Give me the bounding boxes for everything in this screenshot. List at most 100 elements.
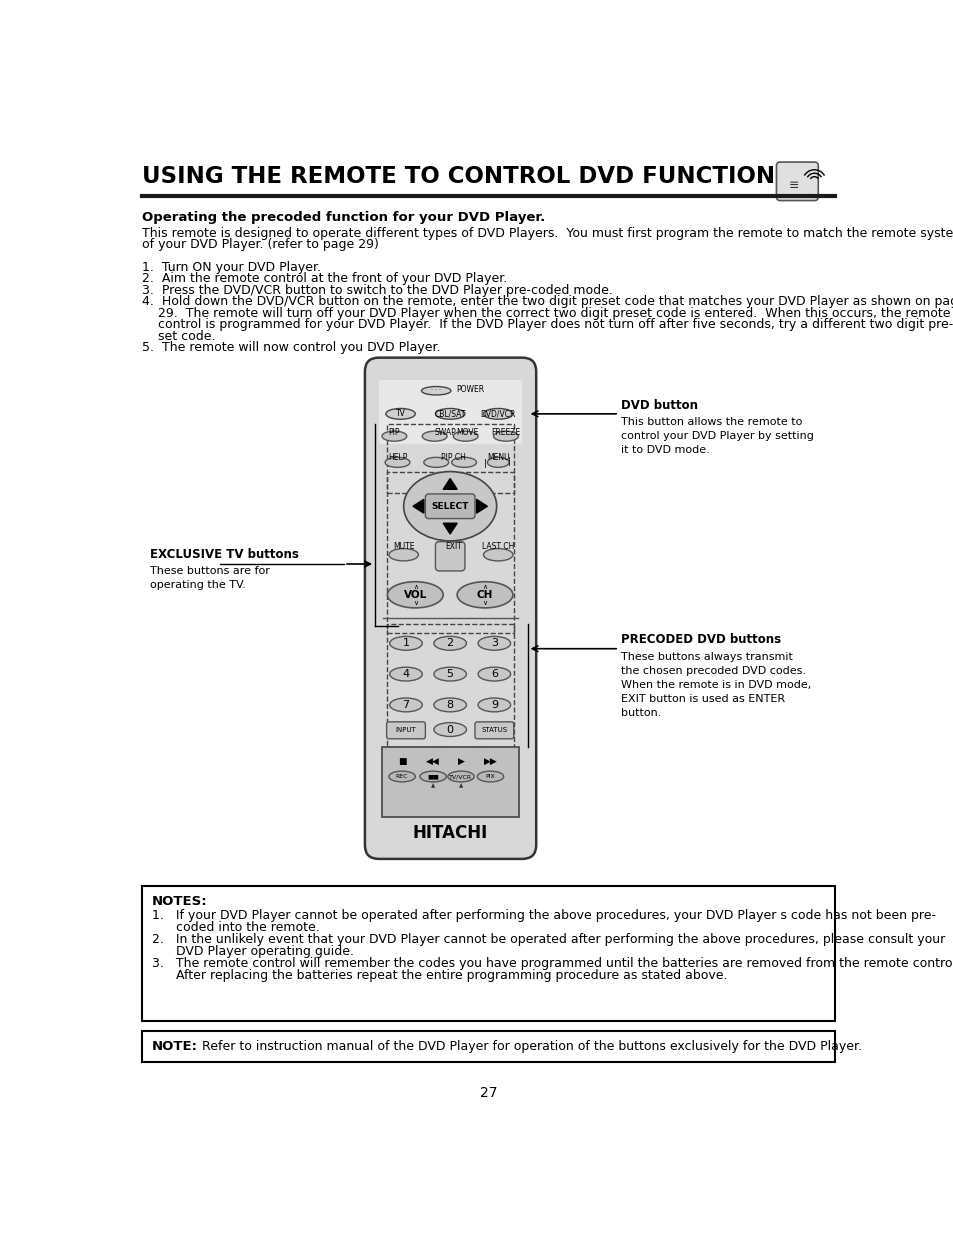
Text: 4.  Hold down the DVD/VCR button on the remote, enter the two digit preset code : 4. Hold down the DVD/VCR button on the r… — [142, 295, 953, 309]
Text: NOTES:: NOTES: — [152, 895, 207, 908]
FancyBboxPatch shape — [378, 380, 521, 443]
Text: These buttons always transmit
the chosen precoded DVD codes.
When the remote is : These buttons always transmit the chosen… — [620, 652, 810, 718]
Ellipse shape — [422, 431, 447, 441]
Ellipse shape — [477, 636, 510, 651]
Text: FREEZE: FREEZE — [491, 429, 520, 437]
FancyBboxPatch shape — [435, 542, 464, 571]
Text: 2: 2 — [446, 638, 454, 648]
Ellipse shape — [452, 457, 476, 467]
FancyBboxPatch shape — [142, 885, 834, 1020]
Text: 2.  Aim the remote control at the front of your DVD Player.: 2. Aim the remote control at the front o… — [142, 272, 507, 285]
Ellipse shape — [447, 771, 474, 782]
Ellipse shape — [385, 409, 415, 419]
Text: Refer to instruction manual of the DVD Player for operation of the buttons exclu: Refer to instruction manual of the DVD P… — [202, 1040, 862, 1053]
Text: 5: 5 — [446, 669, 454, 679]
Text: ▶: ▶ — [457, 757, 464, 766]
Text: PIX: PIX — [485, 774, 495, 779]
Text: ■: ■ — [397, 757, 406, 766]
Ellipse shape — [435, 409, 464, 419]
Text: LAST CH: LAST CH — [481, 542, 514, 552]
Text: CH: CH — [476, 590, 493, 600]
Text: PIP CH: PIP CH — [440, 453, 465, 462]
Text: HITACHI: HITACHI — [412, 825, 487, 842]
Text: 3: 3 — [491, 638, 497, 648]
Text: PRECODED DVD buttons: PRECODED DVD buttons — [620, 634, 780, 646]
Text: 0: 0 — [446, 725, 454, 735]
Text: 3.   The remote control will remember the codes you have programmed until the ba: 3. The remote control will remember the … — [152, 957, 953, 969]
Text: After replacing the batteries repeat the entire programming procedure as stated : After replacing the batteries repeat the… — [152, 968, 726, 982]
Text: SELECT: SELECT — [431, 501, 468, 511]
Ellipse shape — [434, 722, 466, 736]
Text: DVD button: DVD button — [620, 399, 697, 411]
Text: · · ·: · · · — [431, 388, 440, 393]
Text: ▲: ▲ — [431, 783, 435, 788]
Polygon shape — [443, 478, 456, 489]
Polygon shape — [413, 499, 423, 514]
Text: ▲: ▲ — [458, 783, 462, 788]
Text: ∨: ∨ — [413, 599, 417, 605]
Polygon shape — [476, 499, 487, 514]
Text: USING THE REMOTE TO CONTROL DVD FUNCTIONS: USING THE REMOTE TO CONTROL DVD FUNCTION… — [142, 165, 791, 188]
Text: INPUT: INPUT — [395, 727, 416, 734]
Text: 8: 8 — [446, 700, 454, 710]
Text: |: | — [507, 457, 510, 466]
Ellipse shape — [423, 457, 448, 467]
FancyBboxPatch shape — [386, 721, 425, 739]
Text: 27: 27 — [479, 1086, 497, 1100]
Text: TV: TV — [395, 409, 405, 419]
Text: 9: 9 — [490, 700, 497, 710]
Text: ▶▶: ▶▶ — [483, 757, 497, 766]
Text: |: | — [484, 458, 487, 468]
Text: TV/VCR: TV/VCR — [449, 774, 472, 779]
Ellipse shape — [456, 582, 513, 608]
Text: 4: 4 — [402, 669, 409, 679]
Ellipse shape — [434, 636, 466, 651]
FancyBboxPatch shape — [776, 162, 818, 200]
Text: This remote is designed to operate different types of DVD Players.  You must fir: This remote is designed to operate diffe… — [142, 227, 953, 240]
Text: DVD/VCR: DVD/VCR — [480, 409, 516, 419]
Text: This button allows the remote to
control your DVD Player by setting
it to DVD mo: This button allows the remote to control… — [620, 417, 813, 454]
Text: HELP: HELP — [387, 453, 407, 462]
FancyBboxPatch shape — [475, 721, 513, 739]
Text: 1: 1 — [402, 638, 409, 648]
Ellipse shape — [403, 472, 497, 541]
Ellipse shape — [389, 548, 418, 561]
Ellipse shape — [477, 698, 510, 711]
Text: Operating the precoded function for your DVD Player.: Operating the precoded function for your… — [142, 211, 545, 225]
Text: ◀◀: ◀◀ — [426, 757, 439, 766]
Text: control is programmed for your DVD Player.  If the DVD Player does not turn off : control is programmed for your DVD Playe… — [142, 319, 953, 331]
Text: SWAP: SWAP — [435, 429, 456, 437]
Ellipse shape — [477, 667, 510, 680]
Polygon shape — [443, 524, 456, 534]
Text: MUTE: MUTE — [393, 542, 414, 552]
Ellipse shape — [390, 636, 422, 651]
Text: CBL/SAT: CBL/SAT — [434, 409, 465, 419]
Ellipse shape — [476, 771, 503, 782]
Text: These buttons are for
operating the TV.: These buttons are for operating the TV. — [150, 567, 270, 590]
Text: 3.  Press the DVD/VCR button to switch to the DVD Player pre-coded mode.: 3. Press the DVD/VCR button to switch to… — [142, 284, 613, 296]
Ellipse shape — [390, 667, 422, 680]
Text: EXIT: EXIT — [444, 542, 461, 552]
Ellipse shape — [434, 698, 466, 711]
Text: ∨: ∨ — [482, 599, 487, 605]
Text: PIP: PIP — [388, 429, 399, 437]
Ellipse shape — [389, 771, 415, 782]
Text: set code.: set code. — [142, 330, 215, 343]
Text: REC: REC — [395, 774, 408, 779]
Text: 2.   In the unlikely event that your DVD Player cannot be operated after perform: 2. In the unlikely event that your DVD P… — [152, 932, 944, 946]
Ellipse shape — [434, 667, 466, 680]
FancyBboxPatch shape — [365, 358, 536, 858]
Text: NOTE:: NOTE: — [152, 1040, 197, 1053]
Ellipse shape — [493, 431, 517, 441]
Text: 6: 6 — [491, 669, 497, 679]
FancyBboxPatch shape — [142, 1031, 834, 1062]
FancyBboxPatch shape — [381, 747, 518, 816]
Ellipse shape — [483, 409, 513, 419]
Ellipse shape — [453, 431, 477, 441]
Text: POWER: POWER — [456, 385, 484, 394]
Ellipse shape — [419, 771, 446, 782]
Text: 29.  The remote will turn off your DVD Player when the correct two digit preset : 29. The remote will turn off your DVD Pl… — [142, 306, 950, 320]
Text: STATUS: STATUS — [480, 727, 507, 734]
Text: DVD Player operating guide.: DVD Player operating guide. — [152, 945, 354, 958]
Text: ∧: ∧ — [413, 584, 417, 590]
